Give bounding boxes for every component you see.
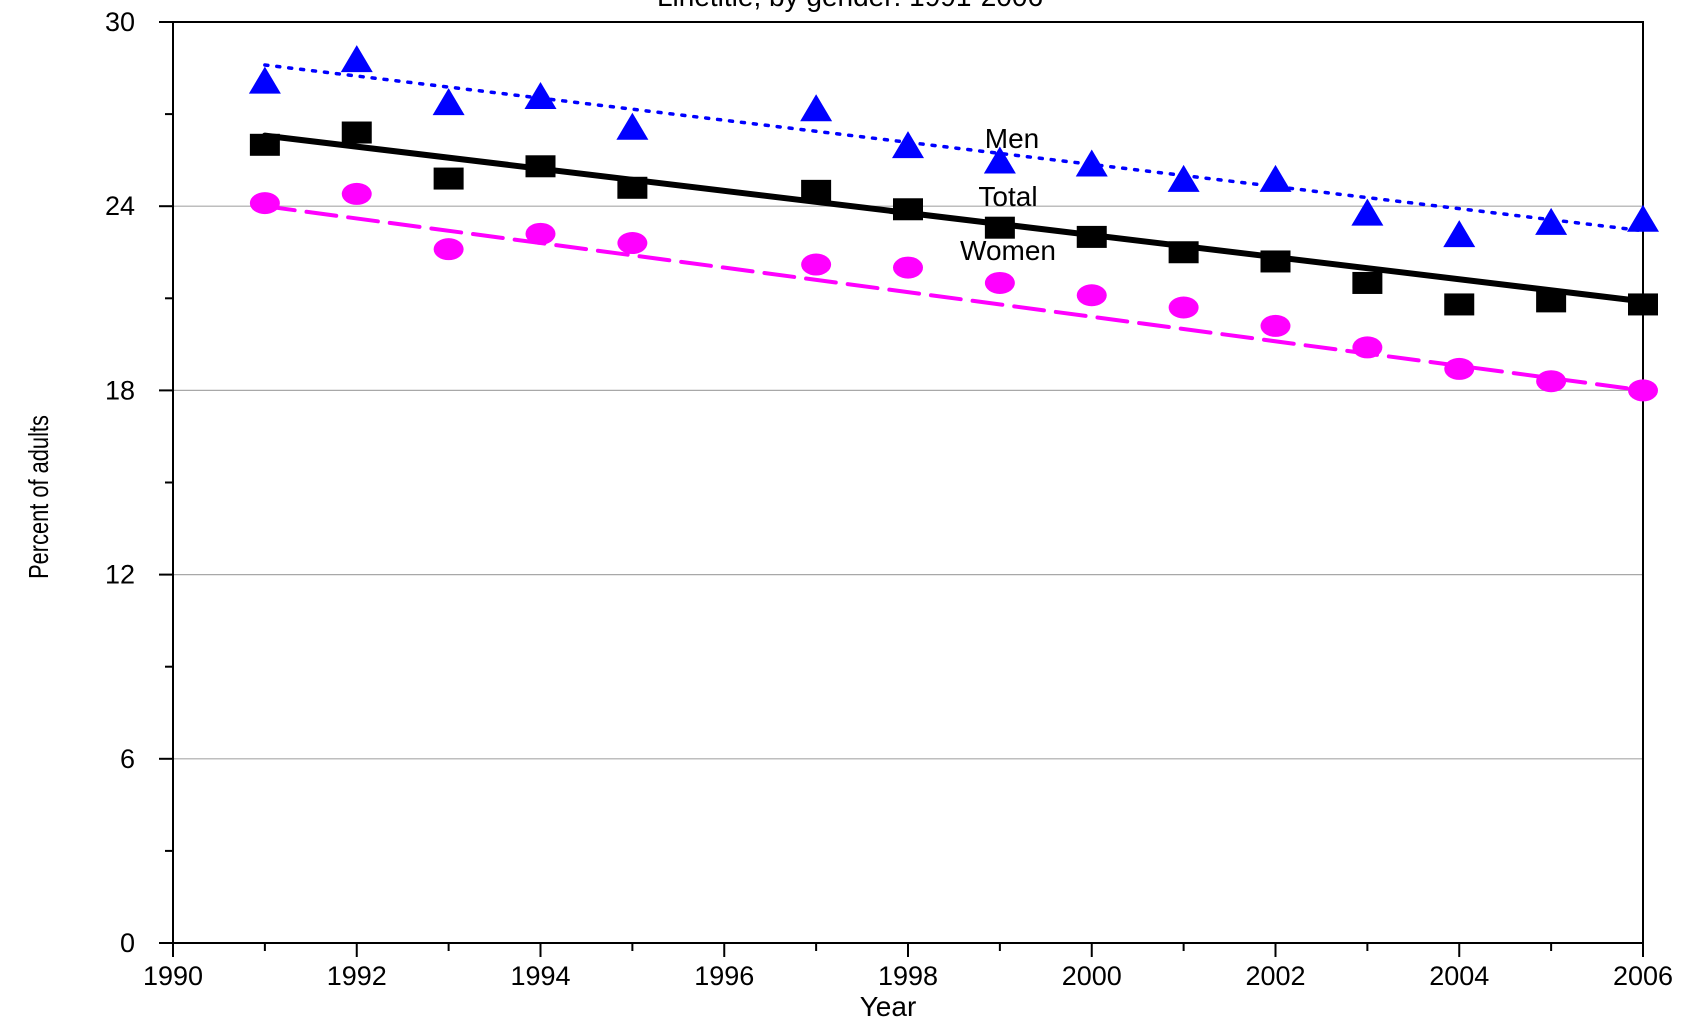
data-point-women-1994 — [525, 222, 556, 245]
trend-line-total — [261, 132, 1646, 305]
trend-lines — [261, 63, 1646, 393]
data-point-women-2001 — [1168, 296, 1199, 319]
data-point-women-1993 — [433, 238, 464, 261]
data-point-women-2003 — [1352, 336, 1383, 359]
data-points — [248, 45, 1659, 402]
data-point-total-1995 — [617, 176, 648, 199]
data-point-men-2006 — [1627, 204, 1659, 232]
data-point-total-2001 — [1168, 241, 1199, 264]
x-tick-label-2000: 2000 — [1062, 961, 1122, 991]
data-point-women-2004 — [1444, 357, 1475, 380]
data-point-total-1993 — [433, 167, 464, 190]
data-point-total-2000 — [1076, 225, 1107, 248]
data-point-total-1994 — [525, 155, 556, 178]
data-point-total-1997 — [801, 179, 832, 202]
data-point-men-2005 — [1535, 207, 1568, 235]
data-point-men-1992 — [340, 45, 373, 73]
data-point-total-2004 — [1444, 293, 1475, 316]
series-labels: Men Total Women — [960, 123, 1056, 266]
chart-title: Linetitle, by gender: 1991-2006 — [657, 0, 1043, 12]
y-tick-label-0: 0 — [120, 928, 135, 958]
series-label-total: Total — [978, 181, 1037, 212]
data-point-total-1991 — [249, 133, 280, 156]
data-point-women-2006 — [1628, 379, 1658, 402]
data-point-total-2005 — [1536, 290, 1567, 313]
data-point-men-2000 — [1075, 149, 1108, 177]
data-point-total-1998 — [893, 198, 923, 221]
y-tick-label-18: 18 — [105, 375, 135, 405]
data-point-women-1992 — [341, 182, 372, 205]
data-point-women-1991 — [249, 192, 280, 215]
data-point-men-2002 — [1259, 164, 1292, 192]
data-point-men-2003 — [1351, 198, 1384, 226]
x-tick-label-1994: 1994 — [510, 961, 570, 991]
data-point-women-2005 — [1536, 370, 1567, 393]
trend-line-men — [263, 63, 1645, 233]
y-tick-label-12: 12 — [105, 560, 135, 590]
trend-line-women — [262, 204, 1645, 393]
data-point-total-2006 — [1628, 293, 1658, 316]
y-tick-label-24: 24 — [105, 191, 135, 221]
x-tick-label-2002: 2002 — [1245, 961, 1305, 991]
data-point-men-1999 — [983, 146, 1016, 174]
data-point-women-2002 — [1260, 314, 1291, 337]
data-point-men-1998 — [892, 131, 924, 159]
series-label-women: Women — [960, 235, 1056, 266]
data-point-men-1994 — [524, 82, 557, 110]
data-point-total-1992 — [341, 121, 372, 144]
data-point-men-2004 — [1443, 220, 1476, 248]
data-point-men-1993 — [432, 88, 465, 116]
x-tick-label-1996: 1996 — [694, 961, 754, 991]
data-point-women-1998 — [893, 256, 923, 279]
y-axis-label: Percent of adults — [23, 415, 54, 579]
data-point-total-2002 — [1260, 250, 1291, 273]
data-point-women-1995 — [617, 232, 648, 255]
data-point-men-2001 — [1167, 164, 1200, 192]
x-tick-label-1998: 1998 — [878, 961, 938, 991]
x-tick-label-1992: 1992 — [327, 961, 387, 991]
data-point-total-1999 — [984, 216, 1015, 239]
data-point-men-1995 — [616, 112, 649, 140]
data-point-women-1997 — [801, 253, 832, 276]
series-label-men: Men — [985, 123, 1039, 154]
y-tick-label-30: 30 — [105, 7, 135, 37]
x-tick-label-2006: 2006 — [1613, 961, 1673, 991]
y-tick-label-6: 6 — [120, 744, 135, 774]
data-point-women-2000 — [1076, 284, 1107, 307]
data-point-total-2003 — [1352, 271, 1383, 294]
data-point-men-1997 — [800, 94, 833, 122]
x-tick-label-2004: 2004 — [1429, 961, 1489, 991]
data-point-men-1991 — [248, 66, 281, 94]
x-tick-label-1990: 1990 — [143, 961, 203, 991]
axes: 0 6 12 18 24 30 1990 1992 1994 1996 1998 2000 2002 20… — [105, 7, 1673, 991]
data-point-women-1999 — [984, 271, 1015, 294]
x-axis-label: Year — [860, 991, 917, 1018]
